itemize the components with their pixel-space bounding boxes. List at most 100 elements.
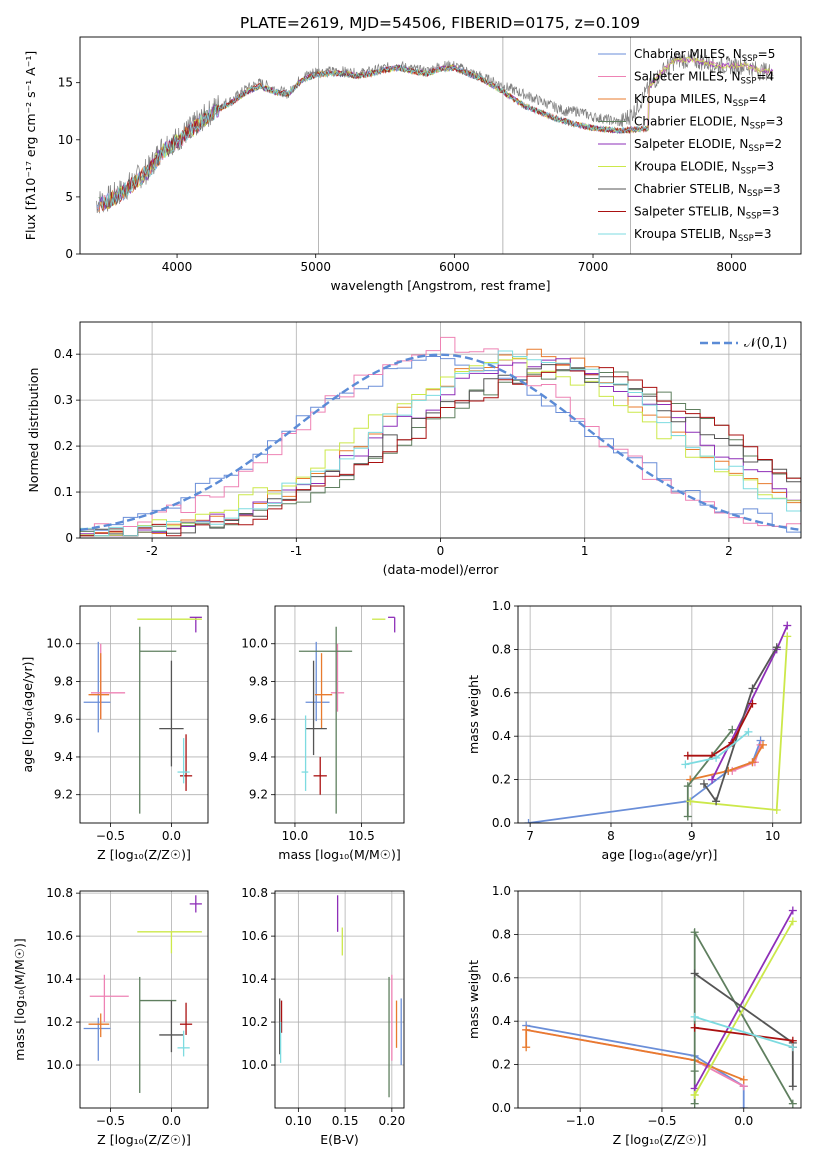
x-tick-label: 0.0 [734, 1114, 753, 1128]
axes-residuals: -2 -1 0 1 2 0 0.1 0.2 0.3 0.4 (data-model)/error No… [26, 321, 802, 577]
x-tick-label: 10.5 [348, 829, 375, 843]
reference-legend-label: 𝒩(0,1) [744, 336, 787, 351]
histogram-kroupa-stelib [80, 350, 801, 538]
x-axis-label: wavelength [Angstrom, rest frame] [330, 278, 550, 293]
y-tick-label: 10.2 [46, 1015, 73, 1029]
y-tick-label: 0.0 [492, 816, 511, 830]
plot-area [80, 37, 801, 254]
y-tick-label: 0.6 [492, 686, 511, 700]
y-tick-label: 0.0 [492, 1101, 511, 1115]
weight-lines [522, 906, 797, 1108]
x-tick-label: 10.0 [282, 829, 309, 843]
y-tick-label: 15 [58, 76, 73, 90]
y-tick-label: 9.2 [54, 788, 73, 802]
axes-mass_age: 10.0 10.5 9.2 9.4 9.6 9.8 10.0 mass [log₁₀(M/M☉… [241, 605, 405, 862]
x-tick-label: 0 [437, 544, 445, 558]
y-tick-label: 9.6 [54, 712, 73, 726]
x-axis-label: mass [log₁₀(M/M☉)] [278, 847, 400, 862]
x-axis-label: Z [log₁₀(Z/Z☉)] [97, 847, 191, 862]
plot-area [80, 606, 208, 823]
y-tick-label: 0.4 [54, 347, 73, 361]
y-tick-label: 9.4 [54, 750, 73, 764]
axes-z_age: −0.5 0.0 9.2 9.4 9.6 9.8 10.0 Z [log₁₀(Z/Z☉)] ag… [20, 605, 209, 862]
y-tick-label: 10.6 [46, 929, 73, 943]
weight-line [689, 744, 764, 781]
legend-label: Kroupa ELODIE, NSSP=3 [634, 160, 774, 177]
y-axis-label: mass [log₁₀(M/M☉)] [12, 938, 27, 1060]
x-tick-label: 5000 [300, 260, 331, 274]
y-axis-label: age [log₁₀(age/yr)] [20, 657, 35, 773]
axes-frame [79, 890, 209, 1109]
y-tick-label: 5 [65, 190, 73, 204]
weight-line [687, 703, 754, 757]
y-tick-label: 9.6 [249, 712, 268, 726]
error-bars [83, 616, 202, 814]
axes-frame [517, 605, 802, 824]
x-tick-label: 8000 [716, 260, 747, 274]
x-tick-label: 1 [581, 544, 589, 558]
y-axis-label: Normed distribution [26, 368, 41, 493]
weight-line [703, 646, 778, 804]
y-tick-label: 9.4 [249, 750, 268, 764]
histogram-chabrier-miles [80, 356, 801, 538]
plot-area [80, 891, 208, 1108]
axes-spectrum: 4000 5000 6000 7000 8000 0 5 10 15 wavelength [An… [23, 36, 802, 293]
axes-z_massweight: −1.0 −0.5 0.0 0.0 0.2 0.4 0.6 0.8 1.0 Z [log₁₀(Z/… [466, 884, 802, 1147]
x-tick-label: 6000 [439, 260, 470, 274]
x-tick-label: −0.5 [647, 1114, 676, 1128]
weight-line [525, 1028, 745, 1081]
plot-area [275, 891, 404, 1108]
legend-label: Salpeter STELIB, NSSP=3 [634, 205, 779, 222]
legend-label: Chabrier ELODIE, NSSP=3 [634, 115, 783, 132]
model-spectrum-line [101, 64, 649, 210]
legend-label: Salpeter MILES, NSSP=4 [634, 70, 774, 87]
x-tick-label: 0.0 [162, 829, 181, 843]
weight-line [526, 1024, 745, 1108]
normal-reference-curve [80, 353, 801, 532]
y-tick-label: 10.6 [241, 929, 268, 943]
x-tick-label: -1 [290, 544, 302, 558]
figure-title: PLATE=2619, MJD=54506, FIBERID=0175, z=0… [240, 14, 640, 32]
x-tick-label: 0.15 [332, 1114, 359, 1128]
spectrum-legend: Chabrier MILES, NSSP=5 Salpeter MILES, NS… [598, 47, 783, 244]
x-tick-label: 2 [725, 544, 733, 558]
y-tick-label: 10.0 [46, 1058, 73, 1072]
axes-z_mass: −0.5 0.0 10.0 10.2 10.4 10.6 10.8 Z [log₁₀(Z/Z☉… [12, 886, 209, 1147]
y-tick-label: 0 [65, 247, 73, 261]
weight-line [693, 910, 794, 1089]
legend-label: Kroupa STELIB, NSSP=3 [634, 227, 772, 244]
axes-frame [274, 605, 405, 824]
histogram-salpeter-miles [80, 336, 801, 538]
x-tick-label: 0.0 [162, 1114, 181, 1128]
y-axis-label: Flux [fλ10⁻¹⁷ erg cm⁻² s⁻¹ A⁻¹] [23, 51, 38, 240]
spectrum-lines [96, 37, 774, 254]
x-axis-label: Z [log₁₀(Z/Z☉)] [613, 1132, 707, 1147]
histograms [80, 336, 801, 538]
x-tick-label: 0.20 [378, 1114, 405, 1128]
y-tick-label: 10.4 [46, 972, 73, 986]
y-tick-label: 0.8 [492, 642, 511, 656]
y-tick-label: 9.8 [249, 674, 268, 688]
axes-ebv_mass: 0.10 0.15 0.20 10.0 10.2 10.4 10.6 10.8 E(B-V) [241, 886, 405, 1147]
axes-frame [79, 321, 802, 539]
y-tick-label: 1.0 [492, 884, 511, 898]
y-tick-label: 10.4 [241, 972, 268, 986]
x-axis-label: E(B-V) [320, 1132, 359, 1147]
weight-lines [524, 621, 792, 823]
x-tick-label: −0.5 [96, 829, 125, 843]
plot-area [518, 891, 801, 1108]
y-tick-label: 1.0 [492, 599, 511, 613]
axes-frame [274, 890, 405, 1109]
legend-label: Chabrier STELIB, NSSP=3 [634, 182, 781, 199]
y-tick-label: 10.0 [241, 1058, 268, 1072]
y-tick-label: 10.8 [46, 886, 73, 900]
y-tick-label: 0 [65, 531, 73, 545]
axes-frame [79, 605, 209, 824]
error-bars [279, 895, 402, 1098]
y-axis-label: mass weight [466, 960, 481, 1039]
x-tick-label: −1.0 [566, 1114, 595, 1128]
x-axis-label: age [log₁₀(age/yr)] [602, 847, 718, 862]
x-tick-label: 8 [607, 829, 615, 843]
x-tick-label: -2 [146, 544, 158, 558]
